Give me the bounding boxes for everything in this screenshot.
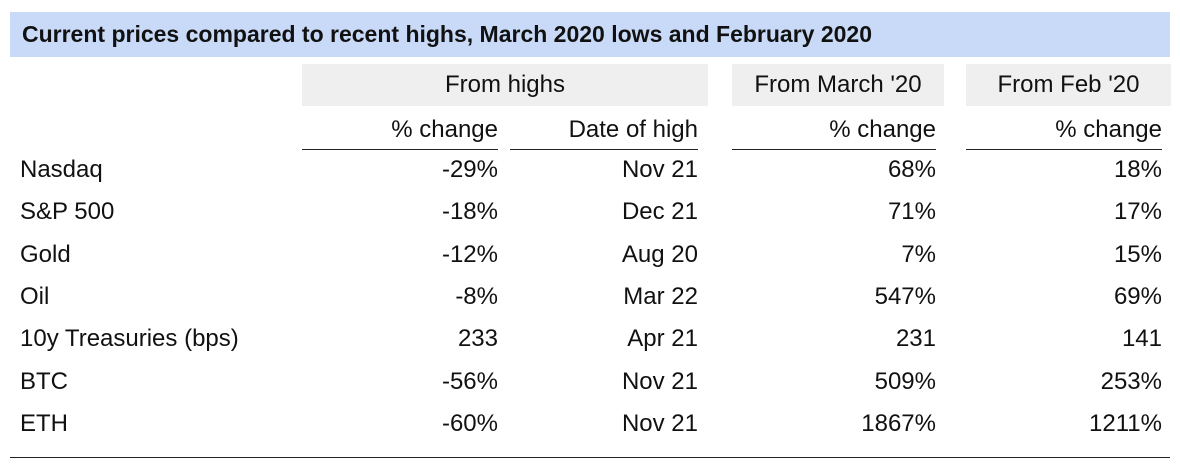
table-row: Nasdaq -29% Nov 21 68% 18% xyxy=(0,149,1180,191)
table-cell: Nov 21 xyxy=(621,367,698,395)
group-header-from-march: From March '20 xyxy=(732,64,944,106)
bottom-rule xyxy=(10,457,1170,458)
table-row: S&P 500 -18% Dec 21 71% 17% xyxy=(0,191,1180,233)
table-row: ETH -60% Nov 21 1867% 1211% xyxy=(0,403,1180,445)
table-cell: 547% xyxy=(874,282,936,310)
table-cell: -56% xyxy=(441,367,498,395)
column-header-pct-change-highs: % change xyxy=(302,110,498,150)
row-label: ETH xyxy=(20,409,68,437)
row-label: Gold xyxy=(20,240,71,268)
table-row: Gold -12% Aug 20 7% 15% xyxy=(0,234,1180,276)
table-cell: Aug 20 xyxy=(621,240,698,268)
table-cell: 68% xyxy=(887,156,936,183)
table-cell: 509% xyxy=(874,367,936,395)
row-label: Nasdaq xyxy=(20,156,103,183)
group-header-from-feb: From Feb '20 xyxy=(966,64,1171,106)
column-header-pct-change-march: % change xyxy=(732,110,936,150)
column-header-date-of-high: Date of high xyxy=(510,110,698,150)
table-cell: 253% xyxy=(1100,367,1162,395)
table-cell: 233 xyxy=(457,325,498,353)
table-cell: 7% xyxy=(901,240,936,268)
table-cell: 17% xyxy=(1113,198,1162,226)
table-cell: -12% xyxy=(441,240,498,268)
row-label: 10y Treasuries (bps) xyxy=(20,325,239,353)
table-cell: 1211% xyxy=(1089,409,1162,437)
table-cell: 141 xyxy=(1121,325,1162,353)
table-cell: Nov 21 xyxy=(621,156,698,183)
table-cell: 1867% xyxy=(861,409,936,437)
table-row: 10y Treasuries (bps) 233 Apr 21 231 141 xyxy=(0,318,1180,360)
table-cell: 69% xyxy=(1113,282,1162,310)
row-label: Oil xyxy=(20,282,50,310)
column-header-pct-change-feb: % change xyxy=(966,110,1162,150)
row-label: BTC xyxy=(20,367,68,395)
table-cell: 71% xyxy=(887,198,936,226)
table-cell: Dec 21 xyxy=(621,198,698,226)
table-cell: -29% xyxy=(441,156,498,183)
row-label: S&P 500 xyxy=(20,198,115,226)
table-cell: 18% xyxy=(1113,156,1162,183)
table-row: BTC -56% Nov 21 509% 253% xyxy=(0,361,1180,403)
table-cell: Nov 21 xyxy=(621,409,698,437)
table-cell: -60% xyxy=(441,409,498,437)
table-cell: Mar 22 xyxy=(623,282,698,310)
table-cell: 231 xyxy=(895,325,936,353)
table-cell: -18% xyxy=(441,198,498,226)
table-cell: -8% xyxy=(455,282,498,310)
table-cell: Apr 21 xyxy=(627,325,698,353)
table-row: Oil -8% Mar 22 547% 69% xyxy=(0,276,1180,318)
group-header-from-highs: From highs xyxy=(302,64,708,106)
table-title: Current prices compared to recent highs,… xyxy=(10,12,1170,57)
table-cell: 15% xyxy=(1113,240,1162,268)
